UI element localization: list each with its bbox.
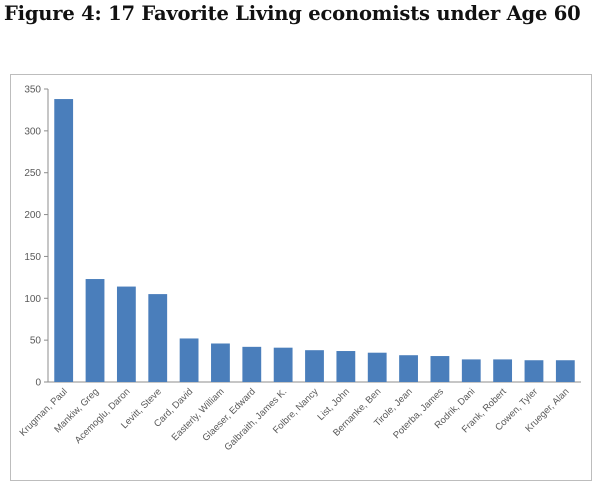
y-tick-label: 150 [24, 252, 41, 263]
y-tick-label: 0 [35, 378, 41, 389]
y-tick-label: 350 [24, 85, 41, 96]
bar [336, 351, 356, 382]
bar [305, 350, 324, 382]
x-category-label: Acemoglu, Daron [73, 386, 133, 446]
bar [399, 355, 418, 382]
bar [54, 99, 74, 382]
y-tick-label: 50 [30, 336, 42, 347]
bar [273, 347, 293, 382]
bar [242, 346, 262, 382]
bar [116, 286, 136, 382]
bar [493, 359, 513, 382]
bars [54, 99, 575, 382]
y-tick-label: 100 [24, 294, 41, 305]
y-tick-label: 250 [24, 168, 41, 179]
y-axis-ticks: 0 50 100 150 200 250 300 350 [24, 85, 48, 389]
bar [211, 343, 230, 382]
bar [367, 352, 387, 382]
chart-frame [10, 74, 592, 481]
bar [555, 360, 575, 382]
bar [461, 359, 481, 382]
y-tick-label: 200 [24, 210, 41, 221]
figure-title: Figure 4: 17 Favorite Living economists … [4, 2, 581, 25]
bar [179, 338, 199, 382]
bar [430, 356, 450, 382]
bar [524, 360, 544, 382]
bar [85, 279, 105, 382]
bar [148, 294, 168, 382]
y-tick-label: 300 [24, 126, 41, 137]
